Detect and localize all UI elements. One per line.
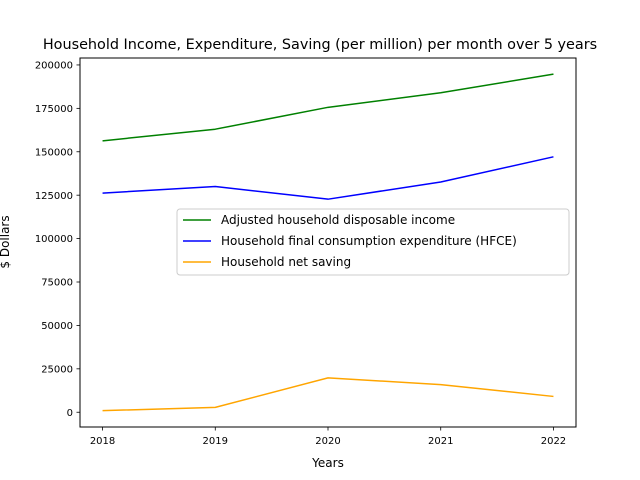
legend-label-3: Household net saving bbox=[221, 255, 351, 269]
x-tick-label: 2022 bbox=[541, 436, 566, 447]
y-axis-label: $ Dollars bbox=[0, 215, 12, 268]
x-tick-label: 2018 bbox=[90, 436, 115, 447]
legend-label-1: Adjusted household disposable income bbox=[221, 213, 455, 227]
series-line-3 bbox=[102, 377, 554, 412]
y-tick-label: 0 bbox=[67, 408, 73, 419]
y-tick-label: 50000 bbox=[41, 321, 73, 332]
x-tick-label: 2019 bbox=[203, 436, 228, 447]
x-tick-label: 2021 bbox=[428, 436, 453, 447]
x-tick-label: 2020 bbox=[315, 436, 340, 447]
y-tick-label: 175000 bbox=[35, 104, 73, 115]
series-line-2 bbox=[102, 156, 554, 200]
y-tick-label: 125000 bbox=[35, 191, 73, 202]
y-tick-label: 100000 bbox=[35, 234, 73, 245]
x-axis-label: Years bbox=[311, 456, 344, 470]
y-tick-label: 200000 bbox=[35, 61, 73, 72]
legend-box bbox=[176, 208, 570, 276]
y-tick-label: 25000 bbox=[41, 364, 73, 375]
series-line-1 bbox=[102, 73, 554, 142]
legend-label-2: Household final consumption expenditure … bbox=[221, 234, 517, 248]
legend: Adjusted household disposable income Hous… bbox=[176, 208, 570, 276]
chart-title: Household Income, Expenditure, Saving (p… bbox=[43, 37, 597, 53]
y-tick-label: 150000 bbox=[35, 147, 73, 158]
y-tick-label: 75000 bbox=[41, 278, 73, 289]
